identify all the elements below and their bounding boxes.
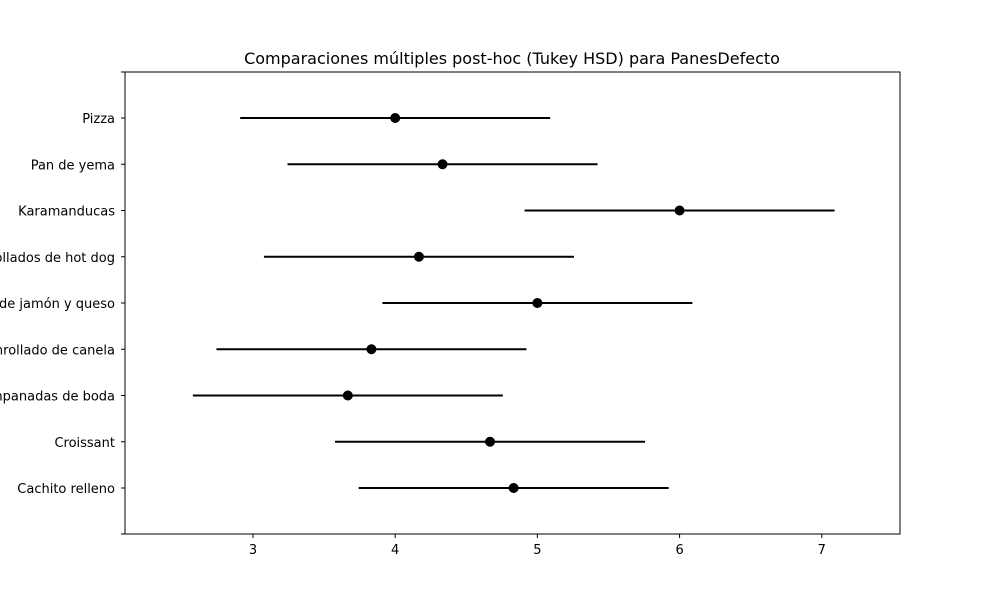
chart-title: Comparaciones múltiples post-hoc (Tukey … — [244, 49, 780, 68]
y-tick-label: Pan de yema — [31, 158, 115, 173]
y-tick-label: Pan de jamón y queso — [0, 297, 115, 312]
mean-point — [366, 344, 377, 355]
y-tick-label: Enrollados de hot dog — [0, 251, 115, 266]
y-tick-label: Empanadas de boda — [0, 390, 115, 405]
y-tick-label: Croissant — [54, 436, 115, 451]
x-tick-label: 5 — [533, 543, 541, 558]
x-tick-label: 7 — [818, 543, 826, 558]
y-tick-label: Karamanducas — [18, 205, 115, 220]
x-axis-ticks: 3 4 5 6 7 — [249, 534, 826, 558]
x-tick-label: 3 — [249, 543, 257, 558]
x-tick-label: 4 — [391, 543, 399, 558]
y-tick-label: Pizza — [82, 112, 115, 127]
chart-marks — [192, 113, 835, 493]
mean-point — [532, 298, 543, 308]
mean-point — [342, 390, 353, 401]
mean-point — [508, 483, 519, 493]
mean-point — [413, 251, 424, 262]
plot-area-frame — [124, 71, 901, 535]
mean-point — [674, 205, 685, 216]
mean-point — [390, 113, 401, 123]
y-tick-label: Cachito relleno — [17, 482, 115, 497]
y-tick-label: Enrollado de canela — [0, 343, 115, 358]
mean-point — [437, 159, 448, 170]
x-tick-label: 6 — [675, 543, 683, 558]
mean-point — [485, 436, 496, 447]
y-axis-ticks: Pizza Pan de yema Karamanducas Enrollados d… — [0, 71, 125, 535]
